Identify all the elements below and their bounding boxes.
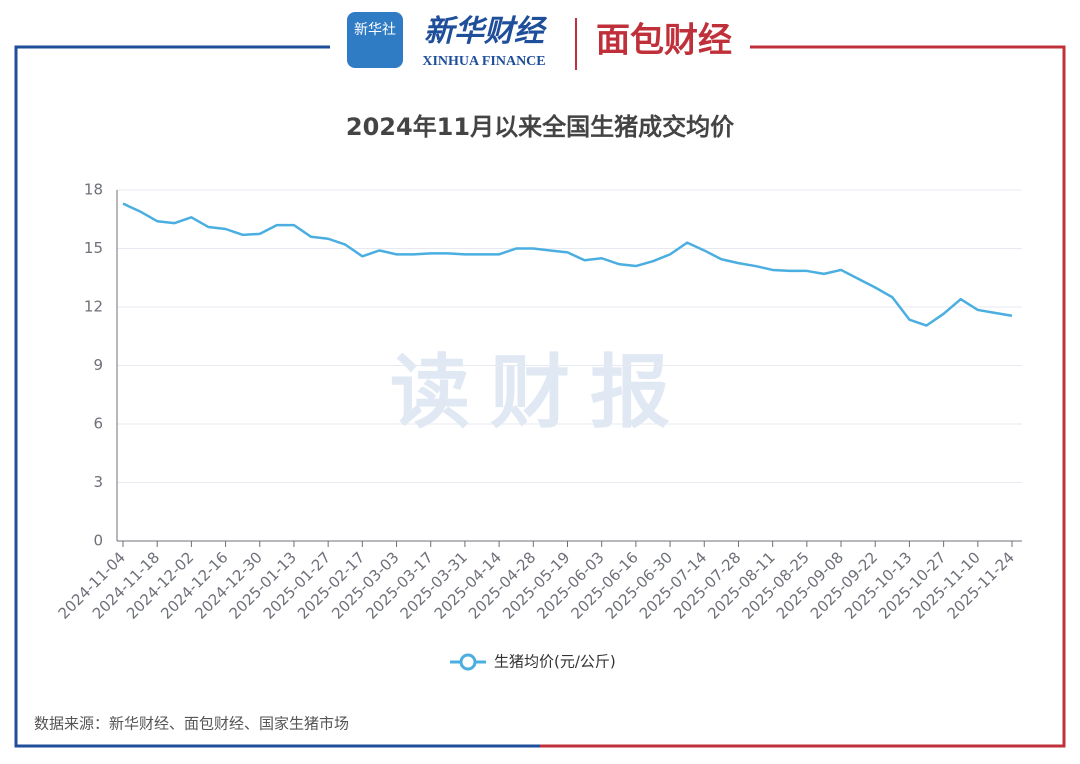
y-tick-label: 9	[93, 356, 103, 374]
y-tick-label: 12	[84, 298, 103, 316]
line-series	[122, 202, 1013, 327]
chart-title: 2024年11月以来全国生猪成交均价	[346, 113, 735, 141]
y-tick-label: 0	[93, 532, 103, 550]
legend-marker	[459, 653, 477, 671]
brand-en: XINHUA FINANCE	[422, 54, 545, 69]
frame-left	[14, 45, 540, 748]
y-tick-label: 3	[93, 473, 103, 491]
partner-logo: 面包财经	[596, 21, 732, 61]
badge-text: 新华社	[354, 22, 396, 38]
legend-label: 生猪均价(元/公斤)	[494, 653, 616, 671]
logo-badge	[347, 12, 403, 68]
source-note: 数据来源：新华财经、面包财经、国家生猪市场	[34, 715, 349, 733]
watermark: 读财报	[390, 346, 690, 439]
frame-right	[540, 45, 1066, 748]
brand-cn: 新华财经	[424, 15, 548, 48]
y-tick-label: 15	[84, 239, 103, 257]
y-tick-label: 6	[93, 415, 103, 433]
y-tick-label: 18	[84, 181, 103, 199]
